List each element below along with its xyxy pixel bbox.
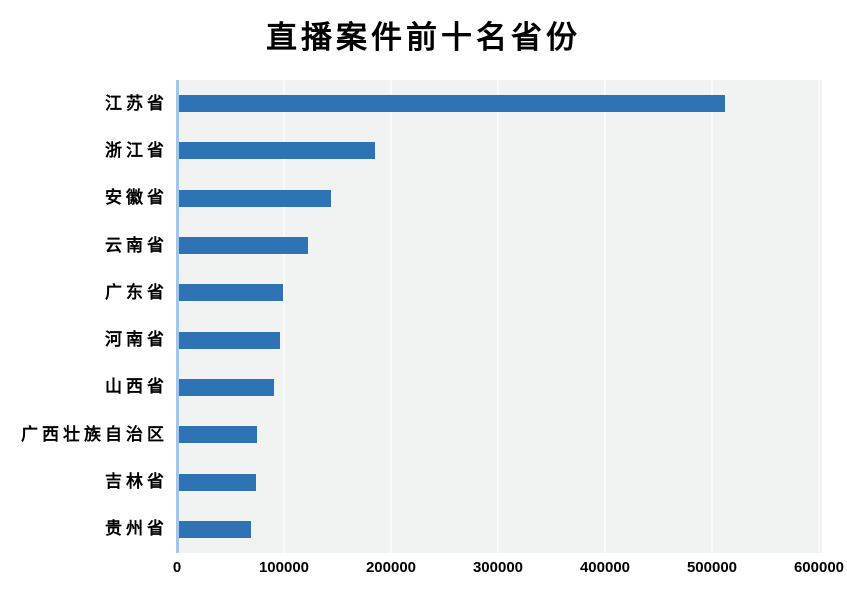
y-axis-label: 安徽省 xyxy=(105,188,168,207)
gridline xyxy=(497,80,499,553)
gridline xyxy=(390,80,392,553)
bar-浙江省 xyxy=(179,142,375,159)
chart-title: 直播案件前十名省份 xyxy=(266,20,581,55)
x-axis-tick-label: 600000 xyxy=(793,559,845,576)
bar-贵州省 xyxy=(179,521,251,538)
y-axis-label: 云南省 xyxy=(105,236,168,255)
gridline xyxy=(604,80,606,553)
x-axis-tick-label: 200000 xyxy=(365,559,417,576)
y-axis-label: 吉林省 xyxy=(105,472,168,491)
y-axis-line xyxy=(176,80,179,553)
x-axis-tick-label: 300000 xyxy=(472,559,524,576)
y-axis-label: 广东省 xyxy=(105,283,168,302)
bar-吉林省 xyxy=(179,474,256,491)
y-axis-label: 广西壮族自治区 xyxy=(21,425,168,444)
bar-安徽省 xyxy=(179,190,331,207)
x-axis-tick-label: 100000 xyxy=(258,559,310,576)
bar-江苏省 xyxy=(179,95,725,112)
y-axis-label: 山西省 xyxy=(105,377,168,396)
y-axis-label: 浙江省 xyxy=(105,141,168,160)
x-axis-tick-label: 400000 xyxy=(579,559,631,576)
bar-河南省 xyxy=(179,332,280,349)
y-axis-label: 贵州省 xyxy=(105,519,168,538)
gridline xyxy=(818,80,820,553)
gridline xyxy=(283,80,285,553)
x-axis-tick-label: 500000 xyxy=(686,559,738,576)
y-axis-label: 河南省 xyxy=(105,330,168,349)
bar-山西省 xyxy=(179,379,274,396)
bar-广西壮族自治区 xyxy=(179,426,257,443)
bar-广东省 xyxy=(179,284,283,301)
y-axis-label: 江苏省 xyxy=(105,94,168,113)
gridline xyxy=(711,80,713,553)
bar-云南省 xyxy=(179,237,308,254)
x-axis-tick-label: 0 xyxy=(172,559,182,576)
